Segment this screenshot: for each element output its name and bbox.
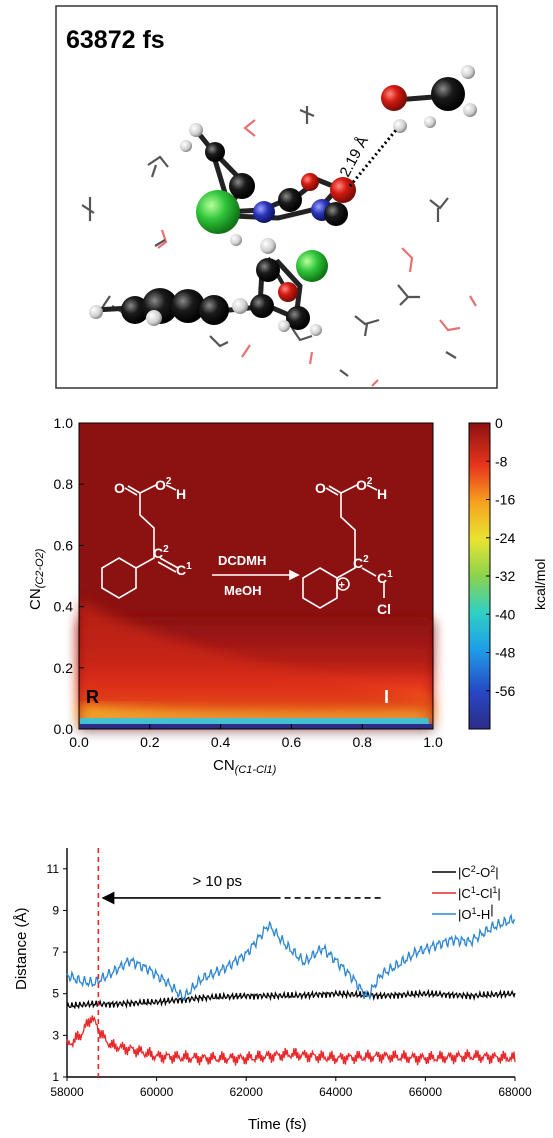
line-axes: 58000 60000 62000 64000 66000 68000 1 3 5 7 9 11 xyxy=(47,848,532,1099)
fes-xlabel: CN(C1-Cl1) xyxy=(213,757,277,776)
hbond-line xyxy=(348,129,398,187)
line-ylabel: Distance (Å) xyxy=(13,907,30,990)
svg-text:DCDMH: DCDMH xyxy=(218,553,266,568)
line-xlabel: Time (fs) xyxy=(248,1116,307,1133)
upper-molecule xyxy=(180,123,356,246)
methanol-molecule xyxy=(381,65,477,133)
series-line-c1cl1 xyxy=(66,1015,516,1066)
svg-text:C2: C2 xyxy=(153,544,169,561)
reaction-scheme xyxy=(101,484,385,609)
line-xtick-label: 64000 xyxy=(319,1085,353,1099)
series-line-c2o2 xyxy=(66,988,516,1010)
fes-plot-area xyxy=(78,422,434,730)
reaction-scheme-labels: O O2 H C2 C1 DCDMH MeOH O O2 H C2 C1 Cl … xyxy=(114,476,393,617)
colorbar-tick-label: -32 xyxy=(495,568,515,584)
fes-annotation-r: R xyxy=(86,687,99,707)
line-ytick-label: 9 xyxy=(52,903,59,917)
colorbar-label: kcal/mol xyxy=(532,559,548,610)
fes-ytick-label: 1.0 xyxy=(54,415,74,431)
snapshot-time-label: 63872 fs xyxy=(66,26,165,54)
fes-xtick-label: 0.0 xyxy=(69,734,89,750)
svg-text:C1: C1 xyxy=(377,569,393,586)
line-xtick-label: 62000 xyxy=(230,1085,264,1099)
colorbar-tick-label: 0 xyxy=(495,415,503,431)
fes-ylabel: CN(C2-O2) xyxy=(27,548,46,610)
line-ytick-label: 5 xyxy=(52,987,59,1001)
svg-text:O: O xyxy=(114,480,125,496)
colorbar: 0 -8 -16 -24 -32 -40 -48 -56 kcal/mol xyxy=(468,415,548,730)
fes-xtick-label: 1.0 xyxy=(423,734,443,750)
line-xtick-label: 58000 xyxy=(50,1085,84,1099)
fes-basin-shape xyxy=(79,600,433,729)
fes-annotation-i: I xyxy=(384,687,389,707)
line-ytick-label: 3 xyxy=(52,1028,59,1042)
line-ytick-label: 11 xyxy=(47,862,60,876)
legend-label: |O1-H| xyxy=(458,902,494,922)
fes-xtick-label: 0.6 xyxy=(282,734,302,750)
fes-chart: 0.0 0.2 0.4 0.6 0.8 1.0 0.0 0.2 0.4 0.6 0.8 1.0 R I… xyxy=(27,415,548,776)
line-ytick-label: 1 xyxy=(52,1070,59,1084)
line-xtick-label: 60000 xyxy=(140,1085,174,1099)
time-arrow-label: > 10 ps xyxy=(192,873,242,890)
colorbar-tick-label: -8 xyxy=(495,453,508,469)
snapshot-panel: 63872 fs xyxy=(55,5,498,389)
svg-text:C2: C2 xyxy=(353,554,369,571)
colorbar-tick-label: -48 xyxy=(495,645,515,661)
line-legend: |C2-O2| |C1-Cl1||O1-H| xyxy=(432,864,501,922)
svg-text:Cl: Cl xyxy=(377,601,391,617)
svg-text:C1: C1 xyxy=(176,561,192,578)
fes-axes: 0.0 0.2 0.4 0.6 0.8 1.0 0.0 0.2 0.4 0.6 0.8 1.0 xyxy=(54,415,443,750)
line-series xyxy=(66,913,516,1066)
colorbar-tick-label: -40 xyxy=(495,606,515,622)
line-ytick-label: 7 xyxy=(52,945,59,959)
solvent-sticks xyxy=(81,106,477,387)
svg-text:H: H xyxy=(377,486,387,502)
svg-text:O: O xyxy=(315,480,326,496)
line-xtick-label: 68000 xyxy=(498,1085,532,1099)
time-arrow: > 10 ps xyxy=(101,873,381,905)
colorbar-tick-label: -24 xyxy=(495,530,515,546)
series-line-o1h xyxy=(66,913,516,1001)
fes-xtick-label: 0.2 xyxy=(140,734,160,750)
svg-text:O2: O2 xyxy=(155,476,172,493)
fes-ytick-label: 0.2 xyxy=(54,660,74,676)
fes-ytick-label: 0.4 xyxy=(54,599,74,615)
lower-molecule xyxy=(89,238,328,336)
line-xtick-label: 66000 xyxy=(409,1085,443,1099)
fes-ytick-label: 0.8 xyxy=(54,476,74,492)
svg-text:+: + xyxy=(339,580,345,592)
colorbar-tick-label: -56 xyxy=(495,683,515,699)
svg-text:O2: O2 xyxy=(356,476,373,493)
legend-label: |C2-O2| xyxy=(458,864,499,880)
svg-text:MeOH: MeOH xyxy=(224,583,262,598)
legend-label: |C1-Cl1| xyxy=(458,885,501,901)
distance-chart: 58000 60000 62000 64000 66000 68000 1 3 5 7 9 11 > … xyxy=(13,848,532,1133)
fes-ytick-label: 0.0 xyxy=(54,721,74,737)
charge-circle xyxy=(336,577,350,591)
fes-xtick-label: 0.8 xyxy=(352,734,372,750)
svg-text:H: H xyxy=(176,486,186,502)
colorbar-tick-label: -16 xyxy=(495,492,515,508)
fes-xtick-label: 0.4 xyxy=(211,734,231,750)
fes-ytick-label: 0.6 xyxy=(54,537,74,553)
